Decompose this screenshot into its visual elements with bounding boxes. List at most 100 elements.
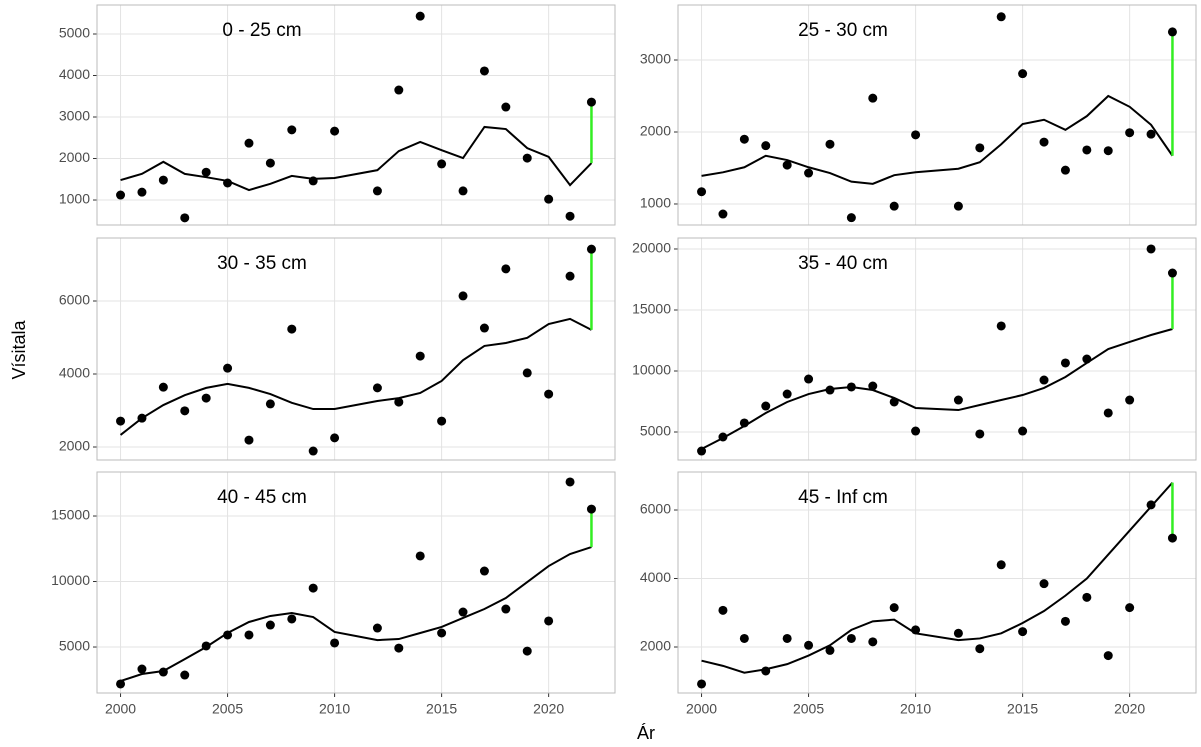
panel-border	[96, 471, 616, 694]
panel-background	[678, 238, 1196, 460]
fit-line	[120, 125, 593, 192]
data-point	[244, 435, 254, 445]
y-tick-label: 5000	[59, 25, 90, 41]
data-point	[201, 393, 211, 403]
panel-title: 30 - 35 cm	[217, 253, 307, 274]
data-point	[761, 141, 771, 151]
y-tick-label: 5000	[640, 423, 671, 439]
data-point	[761, 666, 771, 676]
data-point	[372, 383, 382, 393]
x-tick-label: 2000	[686, 701, 717, 717]
data-point	[697, 446, 707, 456]
panel-border	[677, 237, 1197, 461]
panel-background	[678, 472, 1196, 693]
data-point	[158, 175, 168, 185]
data-point	[996, 560, 1006, 570]
panel-background	[678, 5, 1196, 225]
data-point	[1167, 27, 1177, 37]
y-tick-label: 4000	[59, 365, 90, 381]
data-point	[287, 614, 297, 624]
data-point	[761, 401, 771, 411]
x-tick-label: 2020	[533, 701, 564, 717]
data-point	[1039, 579, 1049, 589]
data-point	[330, 638, 340, 648]
data-point	[308, 176, 318, 186]
panel: 5000 10000 15000 2000 2005 2010 2015 2020 40 - 4…	[51, 471, 616, 717]
data-point	[437, 159, 447, 169]
data-point	[846, 213, 856, 223]
data-point	[265, 399, 275, 409]
data-point	[244, 138, 254, 148]
data-point	[1125, 395, 1135, 405]
x-tick-label: 2010	[319, 701, 350, 717]
data-point	[1146, 129, 1156, 139]
x-tick-label: 2005	[212, 701, 243, 717]
y-tick-label: 1000	[640, 195, 671, 211]
y-tick-label: 2000	[59, 149, 90, 165]
panel-border	[677, 471, 1197, 694]
panel: 1000 2000 3000 25 - 30 cm	[640, 4, 1197, 226]
panel-border	[96, 4, 616, 226]
data-point	[996, 321, 1006, 331]
y-tick-label: 10000	[51, 572, 90, 588]
data-point	[911, 426, 921, 436]
data-point	[308, 583, 318, 593]
y-tick-label: 6000	[59, 292, 90, 308]
data-point	[911, 625, 921, 635]
data-point	[180, 213, 190, 223]
data-point	[697, 187, 707, 197]
data-point	[1082, 354, 1092, 364]
data-point	[479, 66, 489, 76]
data-point	[975, 644, 985, 654]
panel-background	[97, 238, 615, 460]
y-tick-label: 3000	[640, 51, 671, 67]
y-tick-label: 1000	[59, 191, 90, 207]
y-tick-label: 4000	[59, 66, 90, 82]
fit-line	[701, 481, 1174, 674]
panel: 1000 2000 3000 4000 5000 0 - 25 cm	[59, 4, 616, 226]
data-point	[825, 139, 835, 149]
data-point	[565, 211, 575, 221]
data-point	[804, 168, 814, 178]
data-point	[1018, 627, 1028, 637]
data-point	[544, 194, 554, 204]
y-tick-label: 10000	[632, 362, 671, 378]
y-tick-label: 15000	[632, 301, 671, 317]
data-point	[1082, 145, 1092, 155]
data-point	[137, 187, 147, 197]
data-point	[116, 190, 126, 200]
data-point	[394, 397, 404, 407]
fit-line	[701, 328, 1173, 450]
data-point	[825, 645, 835, 655]
y-tick-label: 2000	[640, 123, 671, 139]
data-point	[889, 201, 899, 211]
y-tick-label: 5000	[59, 638, 90, 654]
data-point	[586, 97, 596, 107]
data-point	[868, 93, 878, 103]
data-point	[458, 291, 468, 301]
panel-background	[97, 472, 615, 693]
data-point	[394, 85, 404, 95]
data-point	[287, 324, 297, 334]
y-tick-label: 4000	[640, 569, 671, 585]
data-point	[1060, 616, 1070, 626]
data-point	[137, 664, 147, 674]
data-point	[137, 413, 147, 423]
data-point	[158, 382, 168, 392]
data-point	[544, 616, 554, 626]
data-point	[180, 406, 190, 416]
data-point	[501, 102, 511, 112]
data-point	[330, 433, 340, 443]
fit-line	[701, 94, 1174, 185]
y-tick-label: 15000	[51, 507, 90, 523]
data-point	[308, 446, 318, 456]
data-point	[739, 418, 749, 428]
panel: 5000 10000 15000 20000 35 - 40 cm	[632, 237, 1197, 461]
data-point	[479, 323, 489, 333]
data-point	[522, 646, 532, 656]
data-point	[330, 126, 340, 136]
data-point	[1018, 426, 1028, 436]
panel-border	[677, 4, 1197, 226]
data-point	[287, 125, 297, 135]
x-axis-label: Ár	[637, 723, 655, 743]
